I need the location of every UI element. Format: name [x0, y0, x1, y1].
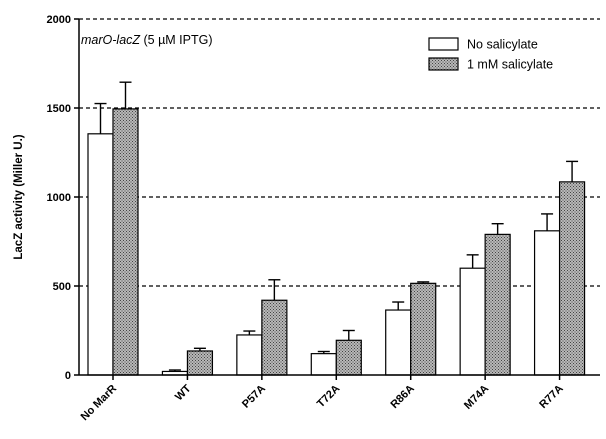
- annotation-normal: (5 µM IPTG): [140, 33, 212, 47]
- x-tick-label-p57a: P57A: [240, 383, 268, 411]
- bar-no-marr-s1: [87, 133, 114, 376]
- x-tick-label-t72a: T72A: [315, 383, 343, 411]
- x-tick-label-wt: WT: [173, 382, 194, 403]
- x-tick-label-no-marr: No MarR: [79, 383, 120, 424]
- x-tick-label-r77a: R77A: [537, 383, 565, 411]
- chart-annotation: marO-lacZ (5 µM IPTG): [81, 33, 213, 47]
- bar-t72a-s2: [335, 339, 362, 376]
- bar-m74a-s2: [484, 233, 511, 376]
- bar-r86a-s1: [385, 309, 412, 376]
- bar-m74a-s1: [459, 267, 486, 376]
- error-bars: [94, 81, 579, 372]
- legend-swatch-no-salicylate: [428, 37, 459, 51]
- y-tick-labels: 0 500 1000 1500 2000: [47, 14, 71, 382]
- bar-r86a-s2: [410, 282, 437, 376]
- y-tick-label-1500: 1500: [47, 103, 71, 115]
- annotation-italic: marO-lacZ: [81, 33, 140, 47]
- bar-r77a-s2: [558, 181, 586, 376]
- bars: [87, 108, 586, 376]
- axes: [74, 18, 600, 380]
- legend-label-no-salicylate: No salicylate: [467, 38, 538, 52]
- gridlines: [79, 18, 600, 287]
- x-tick-label-m74a: M74A: [462, 383, 491, 412]
- bar-r77a-s1: [533, 230, 561, 376]
- y-tick-label-2000: 2000: [47, 14, 71, 26]
- legend-swatch-salicylate: [428, 57, 459, 71]
- x-tick-labels: No MarR WT P57A T72A R86A M74A R77A: [79, 382, 566, 423]
- legend-label-salicylate: 1 mM salicylate: [467, 58, 553, 72]
- bar-wt-s2: [186, 350, 214, 376]
- x-tick-label-r86a: R86A: [388, 383, 416, 411]
- bar-p57a-s1: [236, 334, 263, 376]
- bar-p57a-s2: [261, 299, 288, 376]
- y-tick-label-0: 0: [65, 370, 71, 382]
- y-tick-label-1000: 1000: [47, 192, 71, 204]
- y-axis-label: LacZ activity (Miller U.): [13, 134, 25, 259]
- bar-t72a-s1: [310, 353, 337, 376]
- legend: No salicylate 1 mM salicylate: [428, 37, 553, 72]
- y-tick-label-500: 500: [53, 281, 71, 293]
- bar-no-marr-s2: [112, 108, 139, 376]
